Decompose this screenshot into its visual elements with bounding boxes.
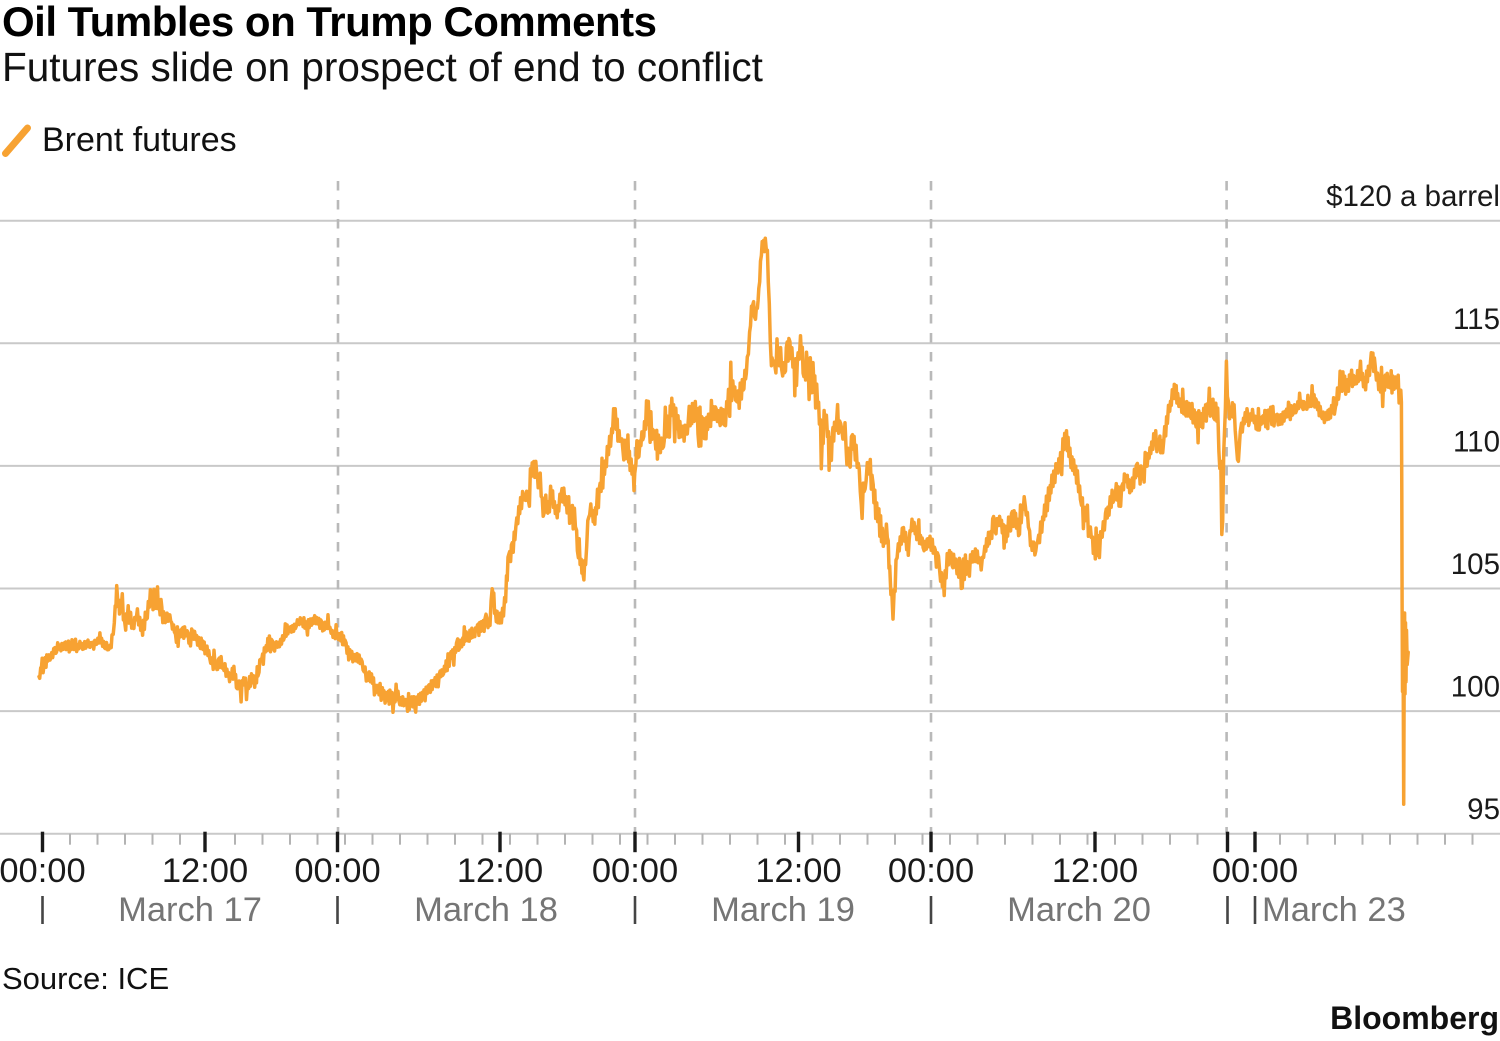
svg-text:12:00: 12:00 (755, 852, 841, 890)
svg-text:March 20: March 20 (1007, 891, 1151, 929)
svg-text:March 17: March 17 (118, 891, 262, 929)
svg-text:00:00: 00:00 (1212, 852, 1298, 890)
svg-text:00:00: 00:00 (0, 852, 86, 890)
svg-text:100: 100 (1451, 671, 1500, 704)
svg-text:$120 a barrel: $120 a barrel (1326, 180, 1500, 213)
svg-text:00:00: 00:00 (294, 852, 380, 890)
svg-text:12:00: 12:00 (162, 852, 248, 890)
svg-text:95: 95 (1467, 793, 1500, 826)
svg-text:110: 110 (1453, 425, 1500, 458)
svg-text:105: 105 (1451, 548, 1500, 581)
svg-text:00:00: 00:00 (592, 852, 678, 890)
svg-text:March 18: March 18 (414, 891, 558, 929)
svg-text:March 19: March 19 (711, 891, 855, 929)
svg-text:115: 115 (1453, 303, 1500, 336)
svg-text:12:00: 12:00 (457, 852, 543, 890)
svg-text:00:00: 00:00 (888, 852, 974, 890)
svg-text:March 23: March 23 (1262, 891, 1406, 929)
svg-text:12:00: 12:00 (1052, 852, 1138, 890)
